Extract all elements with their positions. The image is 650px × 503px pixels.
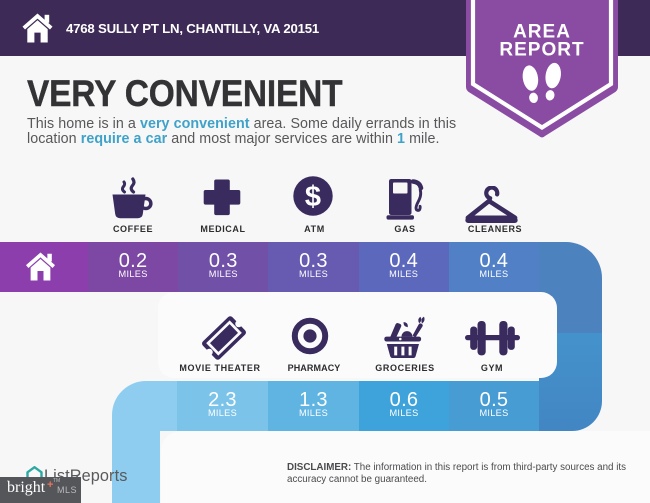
svg-text:REPORT: REPORT	[499, 40, 584, 61]
svg-text:AREA: AREA	[513, 22, 571, 43]
svg-text:$: $	[305, 181, 321, 213]
